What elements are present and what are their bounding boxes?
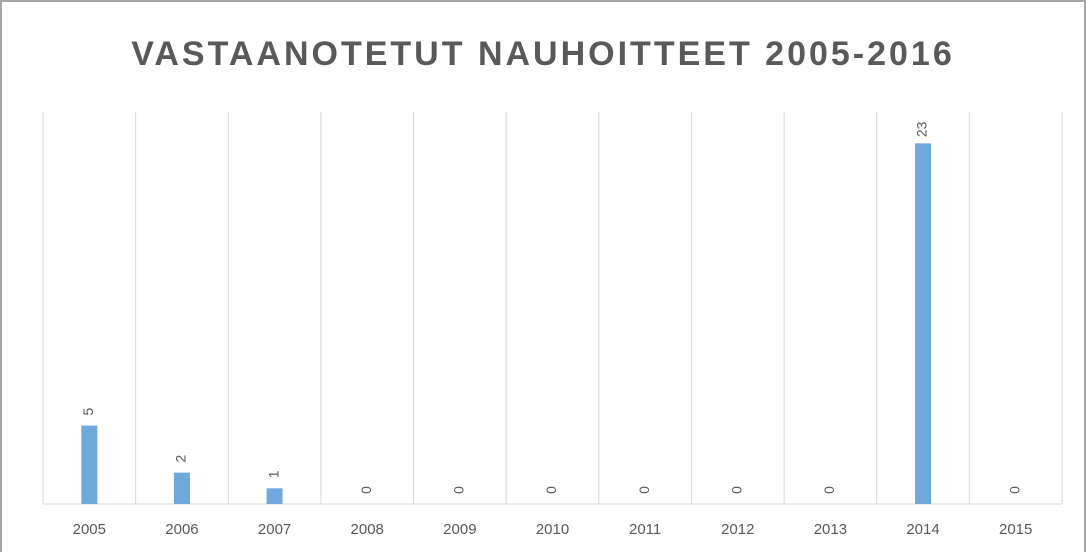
x-tick-label: 2005 <box>73 521 106 538</box>
data-label: 0 <box>543 486 559 494</box>
bar <box>173 472 190 504</box>
x-tick-label: 2006 <box>165 521 198 538</box>
data-label: 0 <box>358 486 374 494</box>
x-tick-label: 2011 <box>629 521 661 538</box>
x-tick-label: 2008 <box>351 521 384 538</box>
data-label: 0 <box>821 486 837 494</box>
x-tick-label: 2010 <box>536 521 569 538</box>
bar <box>266 488 283 504</box>
data-label: 0 <box>728 486 744 494</box>
x-tick-label: 2012 <box>721 521 754 538</box>
data-label: 23 <box>914 121 930 137</box>
data-label: 1 <box>265 470 281 478</box>
data-label: 5 <box>80 407 96 415</box>
chart-title: VASTAANOTETUT NAUHOITTEET 2005-2016 <box>131 35 955 73</box>
data-label: 2 <box>173 455 189 463</box>
x-tick-label: 2015 <box>999 521 1032 538</box>
x-tick-label: 2007 <box>258 521 291 538</box>
x-tick-label: 2009 <box>443 521 476 538</box>
bar <box>915 143 932 505</box>
data-label: 0 <box>1006 486 1022 494</box>
data-label: 0 <box>636 486 652 494</box>
bar <box>81 425 98 504</box>
x-tick-label: 2014 <box>906 521 939 538</box>
data-label: 0 <box>451 486 467 494</box>
x-tick-label: 2013 <box>814 521 847 538</box>
